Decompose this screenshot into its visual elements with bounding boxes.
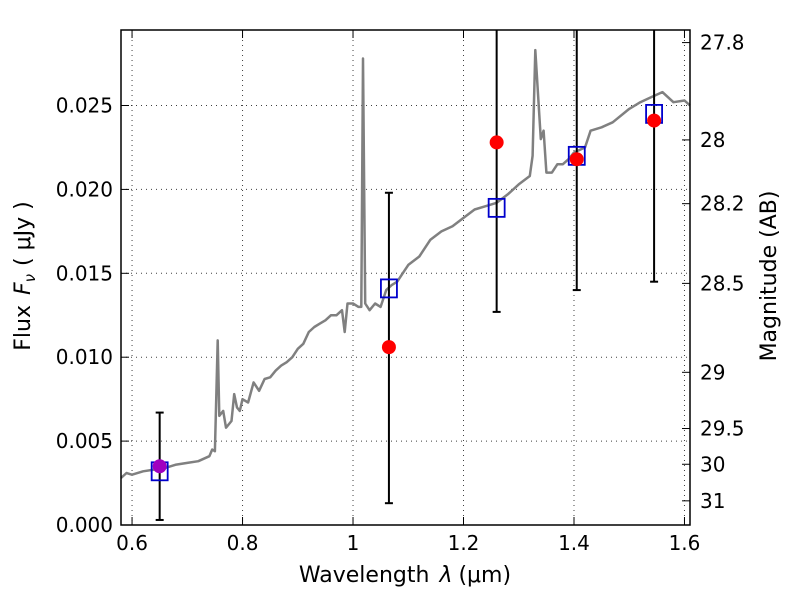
spectrum-curve — [120, 48, 691, 479]
x-tick-label: 1.6 — [669, 531, 701, 555]
spectrum-layer — [120, 48, 691, 479]
y-tick-label: 0.010 — [56, 345, 113, 369]
observed-photometry-points — [152, 113, 662, 474]
y2-tick-label: 29.5 — [700, 417, 745, 441]
x-tick-label: 1 — [347, 531, 360, 555]
x-tick-label: 0.6 — [116, 531, 148, 555]
observed-flux-point — [489, 135, 504, 150]
gridlines — [121, 30, 690, 526]
observed-flux-point — [381, 340, 396, 355]
y-tick-label: 0.020 — [56, 177, 113, 201]
observed-flux-point — [647, 113, 662, 128]
error-bars — [155, 30, 659, 521]
model-square-marker — [380, 278, 398, 299]
y-tick-label: 0.015 — [56, 261, 113, 285]
y-tick-label: 0.000 — [56, 513, 113, 537]
observed-flux-point — [152, 459, 167, 474]
y2-tick-label: 29 — [700, 360, 725, 384]
y-axis-title: FluxFν( μJy ) — [11, 201, 39, 350]
x-tick-label: 1.2 — [448, 531, 480, 555]
y2-tick-label: 28.5 — [700, 271, 745, 295]
x-axis-title: Wavelength λ (μm) — [299, 563, 511, 588]
y2-tick-label: 28 — [700, 128, 725, 152]
y-tick-label: 0.025 — [56, 94, 113, 118]
y-tick-label: 0.005 — [56, 429, 113, 453]
plot-frame — [120, 29, 691, 526]
x-tick-label: 0.8 — [227, 531, 259, 555]
model-square-marker — [487, 197, 506, 218]
y2-tick-label: 28.2 — [700, 192, 745, 216]
observed-flux-point — [569, 152, 584, 167]
y2-tick-label: 27.8 — [700, 31, 745, 55]
y2-tick-label: 30 — [700, 452, 725, 476]
axis-ticks: 0.6 0.8 1 1.2 1.4 1.6 0.000 0.005 0.010 0.015 0.02… — [56, 30, 745, 555]
y2-axis-title: Magnitude (AB) — [757, 191, 782, 362]
y2-tick-label: 31 — [700, 489, 725, 513]
x-tick-label: 1.4 — [558, 531, 590, 555]
